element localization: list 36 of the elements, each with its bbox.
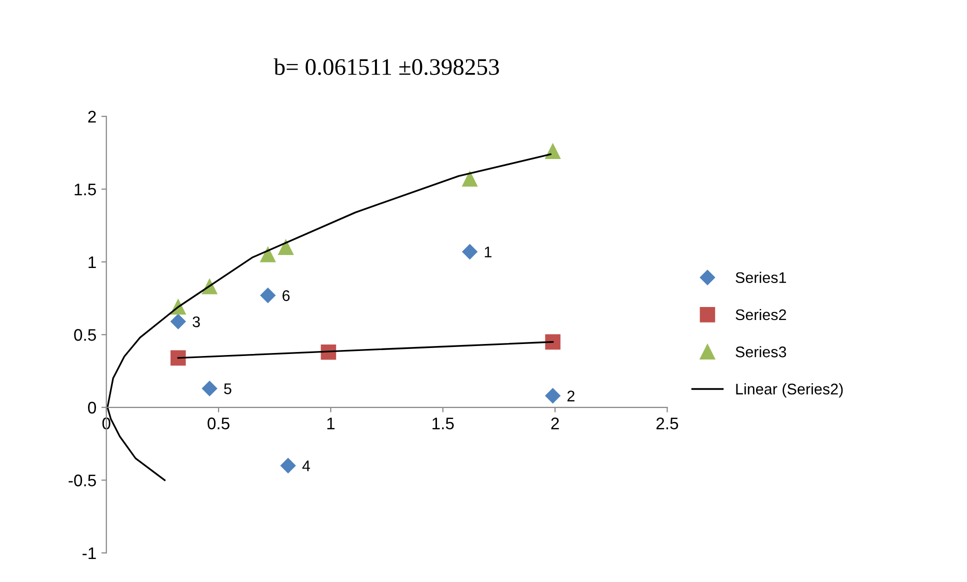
x-tick-label: 0.5 — [208, 418, 230, 430]
legend-label: Series3 — [736, 346, 786, 358]
point — [278, 240, 294, 255]
annotation: 2 — [567, 390, 574, 402]
x-tick-label: 2.5 — [656, 418, 678, 430]
y-tick-label: 0 — [88, 402, 96, 414]
y-tick-label: 1 — [88, 256, 96, 268]
point — [280, 458, 296, 474]
point — [170, 314, 186, 330]
x-tick-label: 1 — [327, 418, 335, 430]
x-tick-label: 0 — [102, 418, 110, 430]
annotation: 6 — [282, 290, 290, 302]
y-tick-label: 1.5 — [74, 184, 96, 196]
legend-label: Linear (Series2) — [736, 383, 843, 398]
y-tick-label: 2 — [88, 110, 96, 122]
annotation: 5 — [224, 384, 232, 394]
point — [462, 244, 478, 260]
annotation: 4 — [302, 460, 310, 472]
point — [202, 380, 218, 396]
point — [545, 388, 560, 404]
legend-label: Series1 — [736, 272, 786, 284]
point — [260, 246, 276, 262]
y-tick-label: 0.5 — [74, 329, 96, 341]
annotation: 3 — [192, 316, 200, 328]
y-tick-label: -1 — [82, 547, 96, 559]
point — [170, 350, 186, 366]
point — [462, 171, 478, 187]
point — [545, 144, 560, 159]
x-tick-label: 1.5 — [432, 418, 454, 430]
point — [260, 288, 276, 303]
y-tick-label: -0.5 — [68, 474, 96, 486]
annotation: 1 — [484, 246, 492, 258]
legend-label: Series2 — [736, 308, 786, 320]
point — [545, 334, 560, 350]
x-tick-label: 2 — [551, 418, 559, 430]
chart-title: b= 0.061511 ±0.398253 — [274, 58, 499, 76]
